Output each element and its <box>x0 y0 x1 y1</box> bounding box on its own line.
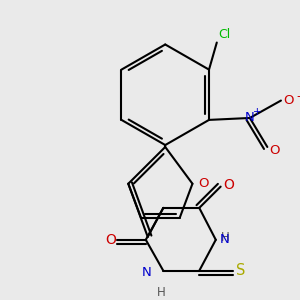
Text: O: O <box>105 233 116 247</box>
Text: N: N <box>142 266 152 279</box>
Text: H: H <box>220 231 230 244</box>
Text: -: - <box>296 90 300 103</box>
Text: O: O <box>269 144 280 157</box>
Text: O: O <box>283 94 293 107</box>
Text: N: N <box>220 233 230 246</box>
Text: N: N <box>245 112 255 124</box>
Text: S: S <box>236 263 246 278</box>
Text: +: + <box>253 107 262 117</box>
Text: O: O <box>224 178 234 192</box>
Text: H: H <box>157 286 166 299</box>
Text: O: O <box>198 177 209 190</box>
Text: Cl: Cl <box>219 28 231 40</box>
